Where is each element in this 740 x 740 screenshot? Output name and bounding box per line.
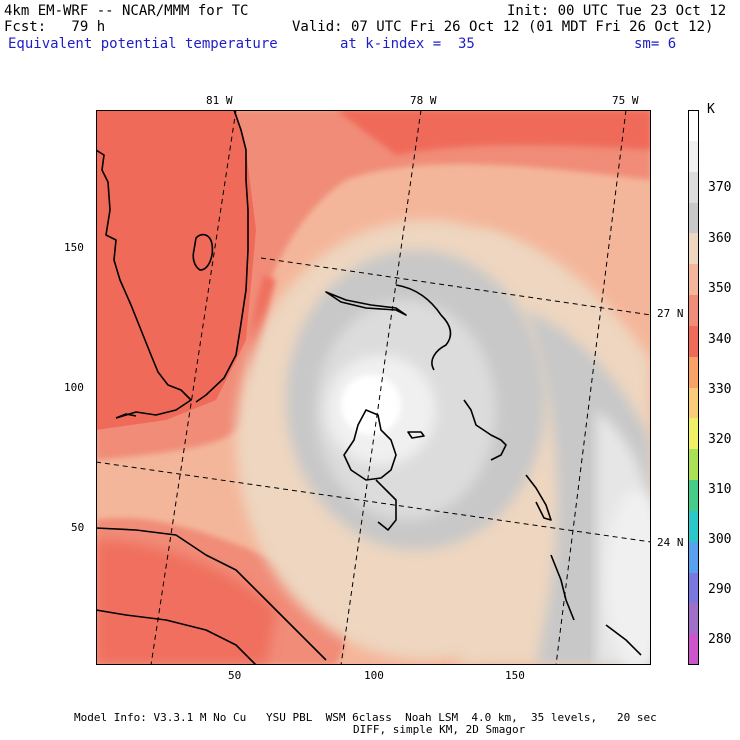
graticule <box>96 110 651 665</box>
colorbar-segment-c280 <box>688 603 699 635</box>
field-370-east <box>606 490 651 665</box>
florida-west-coast <box>96 149 192 419</box>
cuba-coast-east <box>605 624 642 656</box>
colorbar-segment-c300 <box>688 541 699 573</box>
meridian-75w <box>555 110 627 665</box>
y-tick-50: 50 <box>71 521 85 534</box>
colorbar-label-330: 330 <box>708 382 732 397</box>
colorbar-segment-c290 <box>688 572 699 604</box>
lake-okeechobee <box>192 233 214 271</box>
field-name: Equivalent potential temperature <box>8 36 278 52</box>
colorbar <box>688 110 699 666</box>
lon-label-81w: 81 W <box>206 94 233 107</box>
map-frame <box>96 110 651 665</box>
meridian-78w <box>340 110 422 665</box>
colorbar-segment-c320 <box>688 449 699 481</box>
colorbar-segment-c360 <box>688 202 699 234</box>
coastlines <box>96 110 642 665</box>
exuma <box>525 474 552 521</box>
colorbar-segment-c350 <box>688 264 699 296</box>
andros-south <box>375 479 397 531</box>
colorbar-label-310: 310 <box>708 482 732 497</box>
eleuthera <box>463 399 507 461</box>
cuba-coast-west2 <box>96 609 257 665</box>
parallel-24n <box>96 461 651 543</box>
abaco <box>395 284 452 371</box>
lat-label-24n: 24 N <box>657 536 684 549</box>
andros <box>343 409 397 481</box>
new-providence <box>407 431 425 439</box>
colorbar-segment-c325 <box>688 418 699 450</box>
x-tick-100: 100 <box>364 669 384 682</box>
cuba-coast-west <box>96 527 327 661</box>
colorbar-label-360: 360 <box>708 231 732 246</box>
grand-bahama <box>325 291 407 316</box>
y-tick-100: 100 <box>64 381 84 394</box>
colorbar-segment-gt375 <box>688 110 699 142</box>
x-tick-150: 150 <box>505 669 525 682</box>
colorbar-segment-c330 <box>688 387 699 419</box>
parallel-27n <box>260 257 651 316</box>
colorbar-label-320: 320 <box>708 432 732 447</box>
field-375 <box>341 375 401 435</box>
model-info-diffusion: DIFF, simple KM, 2D Smagor <box>353 723 526 736</box>
field-band-340-sw <box>96 540 276 665</box>
theta-e-map <box>96 110 651 665</box>
florida-keys <box>115 413 137 419</box>
meridian-81w <box>150 110 237 665</box>
lon-label-78w: 78 W <box>410 94 437 107</box>
colorbar-label-350: 350 <box>708 281 732 296</box>
colorbar-segment-c315 <box>688 480 699 512</box>
lon-label-75w: 75 W <box>612 94 639 107</box>
cuba-coast-north <box>550 554 575 621</box>
colorbar-segment-c310 <box>688 510 699 543</box>
y-tick-150: 150 <box>64 241 84 254</box>
colorbar-segment-c335 <box>688 356 699 388</box>
lat-label-27n: 27 N <box>657 307 684 320</box>
init-time: Init: 00 UTC Tue 23 Oct 12 <box>507 3 727 19</box>
x-tick-50: 50 <box>228 669 242 682</box>
colorbar-segment-c365 <box>688 171 699 203</box>
colorbar-label-290: 290 <box>708 582 732 597</box>
model-title: 4km EM-WRF -- NCAR/MMM for TC <box>4 3 249 19</box>
colorbar-segment-lt280 <box>688 634 699 666</box>
forecast-hour: Fcst: 79 h <box>4 19 106 35</box>
field-band-340-florida <box>96 110 256 430</box>
colorbar-label-280: 280 <box>708 632 732 647</box>
colorbar-label-370: 370 <box>708 180 732 195</box>
colorbar-unit: K <box>707 102 715 117</box>
model-info: Model Info: V3.3.1 M No Cu YSU PBL WSM 6… <box>74 711 657 724</box>
colorbar-label-340: 340 <box>708 332 732 347</box>
colorbar-segment-c345 <box>688 295 699 327</box>
florida-east-coast <box>195 110 249 403</box>
smoothing: sm= 6 <box>634 36 677 52</box>
colorbar-label-300: 300 <box>708 532 732 547</box>
valid-time: Valid: 07 UTC Fri 26 Oct 12 (01 MDT Fri … <box>292 19 714 35</box>
colorbar-segment-c355 <box>688 233 699 265</box>
k-index: at k-index = 35 <box>340 36 475 52</box>
field-band-340-ne <box>336 110 651 155</box>
colorbar-segment-c370 <box>688 140 699 173</box>
colorbar-segment-c340 <box>688 325 699 358</box>
